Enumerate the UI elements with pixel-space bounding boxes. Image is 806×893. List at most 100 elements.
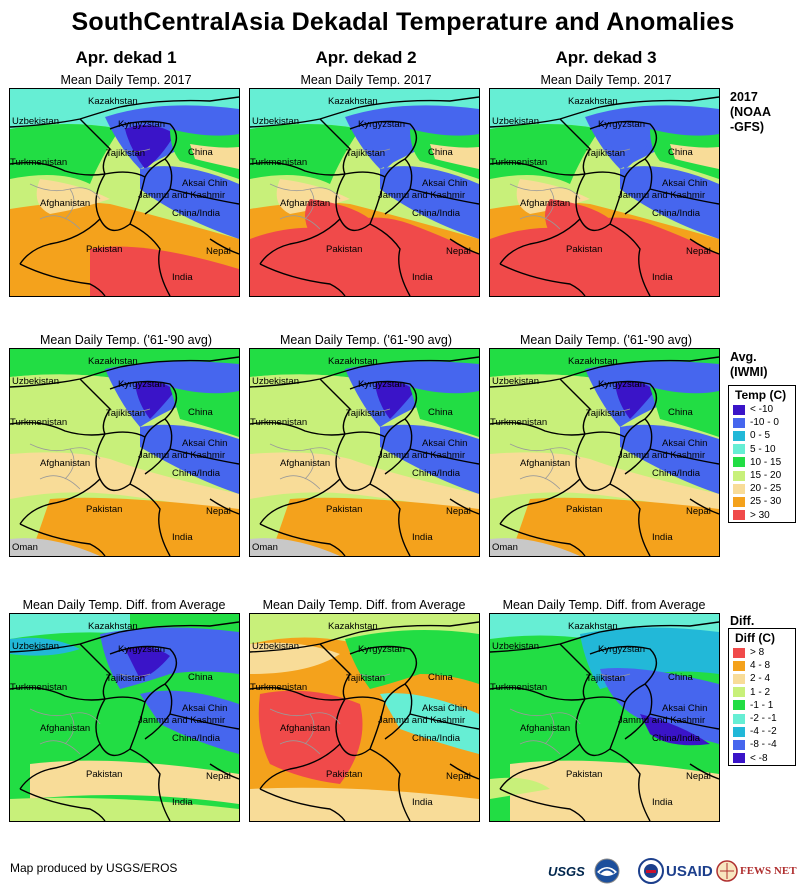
map-label-pakistan: Pakistan — [86, 504, 123, 515]
map-label-tajikistan: Tajikistan — [346, 148, 386, 159]
country-borders — [250, 96, 479, 296]
legend-label: > 8 — [750, 647, 765, 659]
map-label-china-india: China/India — [412, 468, 461, 479]
map-label-afghanistan: Afghanistan — [520, 458, 571, 469]
legend-item: -4 - -2 — [729, 725, 795, 738]
map-label-jammu-kashmir: Jammu and Kashmir — [378, 190, 466, 201]
row-label-2017-text: 2017 (NOAA -GFS) — [730, 90, 771, 134]
legend-swatch — [733, 404, 745, 415]
map-label-china: China — [668, 407, 693, 418]
map-label-kazakhstan: Kazakhstan — [568, 621, 618, 632]
map-title: Mean Daily Temp. Diff. from Average — [22, 598, 226, 612]
map-label-pakistan: Pakistan — [326, 769, 363, 780]
legend-swatch — [733, 726, 745, 737]
map-label-jammu-kashmir: Jammu and Kashmir — [138, 450, 226, 461]
legend-swatch — [733, 739, 745, 750]
map-label-aksai-chin: Aksai Chin — [182, 178, 228, 189]
map-label-oman: Oman — [252, 542, 278, 553]
map-label-china-india: China/India — [172, 733, 221, 744]
legend-swatch — [733, 673, 745, 684]
map-label-kazakhstan: Kazakhstan — [88, 96, 138, 107]
legend-swatch — [733, 753, 745, 764]
map-label-kazakhstan: Kazakhstan — [568, 96, 618, 107]
map-label-aksai-chin: Aksai Chin — [662, 703, 708, 714]
map-label-afghanistan: Afghanistan — [520, 723, 571, 734]
map-label-china-india: China/India — [652, 468, 701, 479]
map-label-china-india: China/India — [652, 208, 701, 219]
map-label-uzbekistan: Uzbekistan — [492, 116, 539, 127]
legend-item: 4 - 8 — [729, 659, 795, 672]
map-label-turkmenistan: Turkmenistan — [490, 157, 548, 168]
map-label-oman: Oman — [12, 542, 38, 553]
legend-label: -2 - -1 — [750, 713, 777, 725]
usaid-seal — [638, 857, 666, 885]
map-label-tajikistan: Tajikistan — [586, 673, 626, 684]
map-panel: Kazakhstan Uzbekistan Kyrgyzstan Turkmenist… — [489, 613, 720, 822]
legend-swatch — [733, 660, 745, 671]
legend-swatch — [733, 496, 745, 507]
map-label-pakistan: Pakistan — [86, 244, 123, 255]
map-label-china-india: China/India — [652, 733, 701, 744]
map-label-uzbekistan: Uzbekistan — [492, 376, 539, 387]
map-label-india: India — [652, 532, 673, 543]
map-label-uzbekistan: Uzbekistan — [252, 376, 299, 387]
map-label-jammu-kashmir: Jammu and Kashmir — [618, 715, 706, 726]
map-label-aksai-chin: Aksai Chin — [662, 438, 708, 449]
legend-item: < -8 — [729, 752, 795, 765]
map-panel: Kazakhstan Uzbekistan Kyrgyzstan Turkmenist… — [249, 348, 480, 557]
map-label-india: India — [652, 272, 673, 283]
map-label-turkmenistan: Turkmenistan — [250, 417, 308, 428]
map-panel: Kazakhstan Uzbekistan Kyrgyzstan Turkmenist… — [9, 88, 240, 297]
map-label-uzbekistan: Uzbekistan — [252, 641, 299, 652]
map-label-india: India — [652, 797, 673, 808]
map-title: Mean Daily Temp. Diff. from Average — [502, 598, 706, 612]
map-label-nepal: Nepal — [206, 506, 231, 517]
usgs-logo-text: USGS — [548, 863, 585, 879]
legend-swatch — [733, 687, 745, 698]
map-label-afghanistan: Afghanistan — [280, 458, 331, 469]
map-label-turkmenistan: Turkmenistan — [10, 157, 68, 168]
map-title: Mean Daily Temp. ('61-'90 avg) — [40, 333, 212, 347]
legend-item: < -10 — [729, 403, 795, 416]
country-borders — [490, 356, 719, 556]
map-label-china: China — [428, 407, 453, 418]
map-label-kyrgyzstan: Kyrgyzstan — [118, 119, 165, 130]
map-label-tajikistan: Tajikistan — [106, 673, 146, 684]
map-label-india: India — [412, 532, 433, 543]
map-label-uzbekistan: Uzbekistan — [12, 376, 59, 387]
usgs-logo: USGS — [548, 857, 590, 885]
noaa-logo — [594, 857, 622, 885]
map-label-china: China — [188, 147, 213, 158]
map-label-tajikistan: Tajikistan — [106, 408, 146, 419]
map-label-aksai-chin: Aksai Chin — [182, 438, 228, 449]
legend-label: -1 - 1 — [750, 699, 774, 711]
map-label-afghanistan: Afghanistan — [520, 198, 571, 209]
legend-label: 15 - 20 — [750, 470, 782, 482]
map-label-uzbekistan: Uzbekistan — [12, 116, 59, 127]
map-label-pakistan: Pakistan — [566, 244, 603, 255]
map-label-kazakhstan: Kazakhstan — [568, 356, 618, 367]
map-label-kyrgyzstan: Kyrgyzstan — [358, 379, 405, 390]
map-label-kyrgyzstan: Kyrgyzstan — [118, 379, 165, 390]
legend-item: > 30 — [729, 509, 795, 522]
map-title: Mean Daily Temp. 2017 — [540, 73, 672, 87]
fewsnet-logo-text: FEWS NET — [740, 865, 797, 877]
row-label-diff: Diff. — [730, 614, 754, 629]
legend-label: -4 - -2 — [750, 726, 777, 738]
legend-swatch — [733, 457, 745, 468]
legend-label: -8 - -4 — [750, 739, 777, 751]
legend-label: -10 - 0 — [750, 417, 779, 429]
legend-swatch — [733, 713, 745, 724]
row-label-2017: 2017 (NOAA -GFS) — [730, 90, 771, 135]
legend-label: 25 - 30 — [750, 496, 782, 508]
row-label-avg: Avg. (IWMI) — [730, 350, 767, 380]
row-label-avg-text: Avg. (IWMI) — [730, 350, 768, 379]
map-label-jammu-kashmir: Jammu and Kashmir — [378, 450, 466, 461]
legend-swatch — [733, 510, 745, 521]
map-label-india: India — [172, 797, 193, 808]
map-label-kazakhstan: Kazakhstan — [88, 356, 138, 367]
map-label-tajikistan: Tajikistan — [346, 673, 386, 684]
legend-swatch — [733, 430, 745, 441]
